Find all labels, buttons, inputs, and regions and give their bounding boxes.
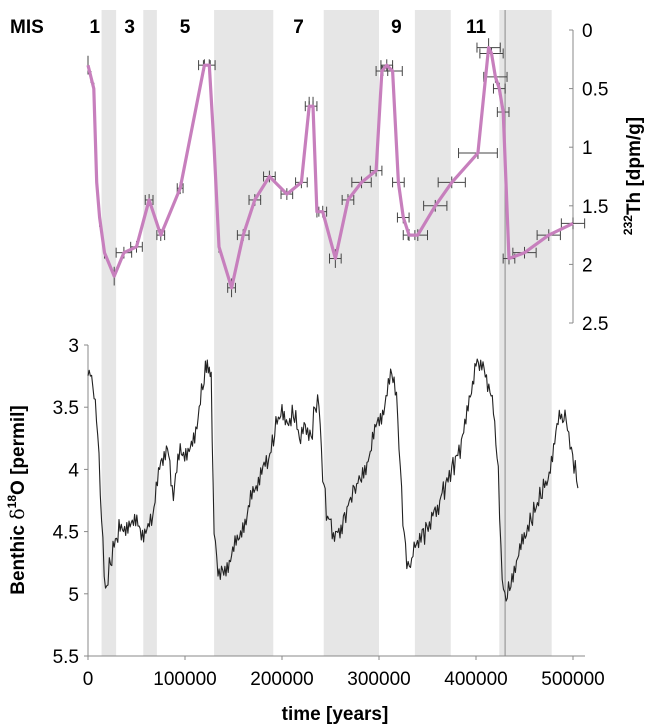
shade-band-1 [143, 10, 157, 656]
thorium-tick-label-5: 2.5 [582, 314, 608, 335]
mis-stage-11: 11 [466, 17, 487, 38]
thorium-tick-label-3: 1.5 [582, 197, 608, 218]
shade-band-2 [214, 10, 274, 656]
thorium-tick-label-0: 0 [582, 21, 593, 42]
thorium-tick-label-4: 2 [582, 255, 593, 276]
thorium-y-axis-label: 232Th [dpm/g] [621, 117, 645, 235]
d18o-panel: 3 3.5 4 4.5 5 5.5 0 100000 200000 300000 400000 50… [5, 336, 605, 725]
mis-stage-labels: 1 3 5 7 9 11 [90, 17, 487, 38]
x-tick-label-2: 200000 [250, 669, 313, 690]
d18o-tick-label-2: 4 [68, 460, 79, 481]
thorium-panel: MIS 1 3 5 7 9 11 0 0.5 1 1.5 2 2.5 232Th [dpm/g] [10, 17, 645, 335]
mis-stage-1: 1 [90, 17, 101, 38]
x-tick-label-1: 100000 [153, 669, 216, 690]
thorium-tick-label-1: 0.5 [582, 80, 608, 101]
d18o-series-line [87, 358, 579, 602]
x-tick-label-3: 300000 [347, 669, 410, 690]
mis-stage-3: 3 [124, 17, 135, 38]
d18o-tick-label-3: 4.5 [53, 523, 79, 544]
d18o-tick-label-1: 3.5 [53, 398, 79, 419]
d18o-tick-label-4: 5 [68, 585, 79, 606]
shade-band-5 [499, 10, 552, 656]
mis-stage-9: 9 [391, 17, 402, 38]
x-tick-label-5: 500000 [541, 669, 604, 690]
thorium-series-line [86, 46, 574, 290]
shade-band-0 [101, 10, 117, 656]
mis-stage-7: 7 [293, 17, 304, 38]
d18o-y-ticks: 3 3.5 4 4.5 5 5.5 [53, 336, 88, 668]
x-ticks: 0 100000 200000 300000 400000 500000 [83, 656, 605, 690]
glacial-shading [101, 10, 552, 656]
d18o-y-axis-label: Benthic δ18O [permil] [5, 405, 29, 595]
x-tick-label-0: 0 [83, 669, 94, 690]
shade-band-3 [323, 10, 379, 656]
mis-label: MIS [10, 17, 44, 38]
thorium-y-ticks: 0 0.5 1 1.5 2 2.5 [569, 21, 608, 335]
shade-band-4 [414, 10, 451, 656]
mis-stage-5: 5 [180, 17, 191, 38]
thorium-point-48 [560, 217, 586, 230]
d18o-tick-label-0: 3 [68, 336, 79, 357]
x-axis-label: time [years] [282, 704, 389, 725]
d18o-tick-label-5: 5.5 [53, 647, 79, 668]
thorium-tick-label-2: 1 [582, 138, 593, 159]
x-tick-label-4: 400000 [444, 669, 507, 690]
